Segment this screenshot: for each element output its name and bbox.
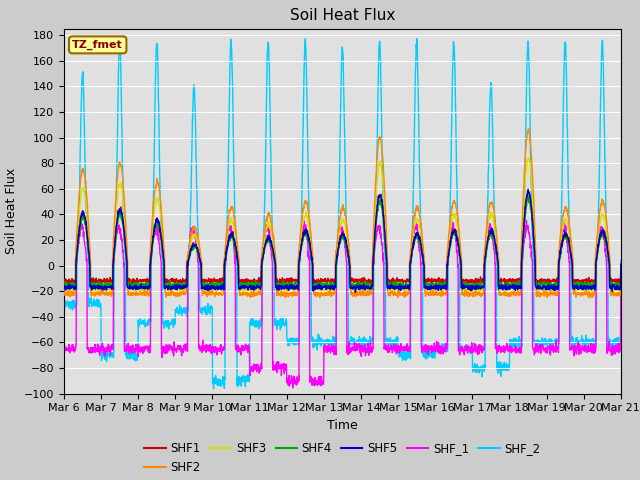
SHF_1: [568, 343, 576, 348]
SHF_1: [584, 344, 591, 349]
SHF1: [524, 186, 532, 192]
SHF3: [371, 216, 379, 221]
SHF4: [504, 287, 511, 293]
SHF3: [216, 284, 223, 290]
SHF_1: [371, 245, 379, 251]
SHF2: [371, 204, 378, 210]
Y-axis label: Soil Heat Flux: Soil Heat Flux: [5, 168, 19, 254]
Title: Soil Heat Flux: Soil Heat Flux: [290, 9, 395, 24]
SHF3: [359, 287, 367, 292]
SHF2: [216, 290, 223, 296]
Line: SHF3: SHF3: [64, 158, 621, 293]
SHF_2: [505, 367, 513, 373]
SHF5: [359, 285, 367, 290]
SHF4: [216, 283, 223, 288]
SHF5: [216, 285, 223, 290]
SHF1: [504, 277, 512, 283]
SHF2: [504, 293, 512, 299]
SHF3: [617, 263, 625, 268]
SHF1: [568, 259, 576, 264]
SHF2: [60, 292, 68, 298]
Line: SHF_1: SHF_1: [64, 220, 621, 388]
SHF4: [60, 281, 68, 287]
SHF3: [525, 155, 532, 161]
SHF4: [504, 283, 512, 288]
SHF1: [584, 277, 591, 283]
SHF1: [128, 282, 136, 288]
SHF5: [568, 260, 576, 265]
SHF_2: [568, 333, 576, 339]
SHF4: [617, 264, 625, 269]
Line: SHF5: SHF5: [64, 191, 621, 292]
SHF_2: [359, 342, 367, 348]
SHF4: [584, 282, 591, 288]
SHF4: [371, 242, 378, 248]
SHF5: [524, 188, 532, 193]
SHF2: [586, 295, 593, 300]
SHF2: [617, 263, 625, 269]
SHF_1: [216, 348, 223, 353]
SHF5: [371, 234, 379, 240]
SHF_2: [210, 386, 218, 392]
SHF3: [60, 286, 68, 291]
Line: SHF2: SHF2: [64, 129, 621, 298]
SHF1: [617, 262, 625, 268]
SHF1: [60, 277, 68, 283]
SHF1: [216, 276, 223, 282]
SHF1: [371, 233, 379, 239]
SHF_1: [523, 217, 531, 223]
SHF3: [568, 255, 576, 261]
Legend: SHF1, SHF2, SHF3, SHF4, SHF5, SHF_1, SHF_2: SHF1, SHF2, SHF3, SHF4, SHF5, SHF_1, SHF…: [140, 438, 545, 479]
SHF_2: [116, 36, 124, 41]
SHF5: [584, 284, 591, 289]
SHF3: [179, 290, 186, 296]
SHF_1: [617, 266, 625, 272]
Line: SHF1: SHF1: [64, 189, 621, 285]
SHF4: [525, 194, 532, 200]
SHF1: [359, 277, 367, 283]
SHF2: [358, 292, 366, 298]
X-axis label: Time: Time: [327, 419, 358, 432]
SHF2: [525, 126, 532, 132]
SHF5: [60, 282, 68, 288]
SHF2: [568, 243, 575, 249]
SHF_1: [504, 348, 512, 353]
SHF4: [358, 282, 366, 288]
SHF3: [584, 282, 591, 288]
Text: TZ_fmet: TZ_fmet: [72, 40, 123, 50]
SHF_2: [216, 380, 223, 385]
SHF2: [584, 291, 591, 297]
SHF_2: [584, 336, 591, 342]
SHF_1: [60, 348, 68, 353]
SHF_2: [617, 257, 625, 263]
Line: SHF_2: SHF_2: [64, 38, 621, 389]
SHF5: [351, 289, 359, 295]
Line: SHF4: SHF4: [64, 197, 621, 290]
SHF_2: [60, 299, 68, 304]
SHF5: [504, 286, 512, 292]
SHF3: [504, 286, 512, 292]
SHF4: [568, 264, 576, 270]
SHF_2: [371, 234, 379, 240]
SHF_1: [359, 348, 367, 354]
SHF5: [617, 261, 625, 267]
SHF_1: [289, 385, 296, 391]
